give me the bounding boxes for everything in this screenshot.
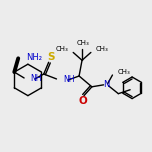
Text: S: S	[47, 52, 54, 62]
Text: NH: NH	[63, 75, 75, 84]
Text: NH: NH	[30, 74, 41, 83]
Text: CH₃: CH₃	[96, 47, 109, 52]
Text: CH₃: CH₃	[55, 47, 68, 52]
Text: N: N	[103, 80, 110, 89]
Text: O: O	[79, 96, 87, 105]
Text: CH₃: CH₃	[77, 40, 89, 46]
Text: NH₂: NH₂	[26, 53, 42, 62]
Text: CH₃: CH₃	[117, 69, 130, 75]
